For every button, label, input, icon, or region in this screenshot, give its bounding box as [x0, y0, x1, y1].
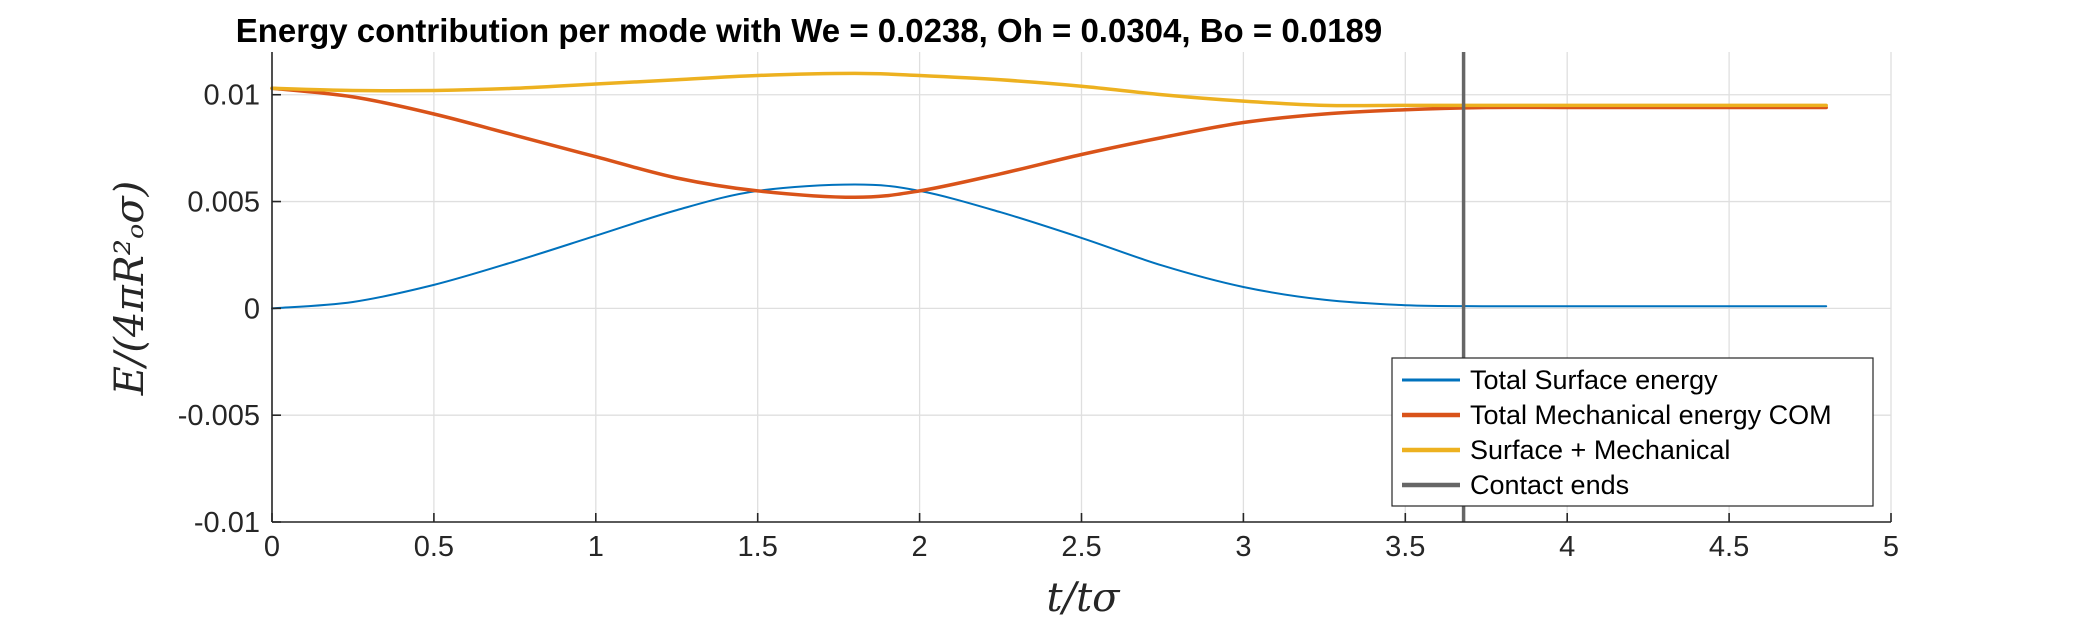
series-total-mechanical-energy-com [270, 86, 1828, 200]
y-tick-label: -0.005 [178, 400, 260, 432]
x-axis-ticks: 0 0.5 1 1.5 2 2.5 3 3.5 4 4.5 5 [264, 513, 1899, 563]
series-total-surface-energy [271, 183, 1828, 310]
legend-label: Surface + Mechanical [1470, 435, 1730, 465]
y-axis-ticks: -0.01 -0.005 0 0.005 0.01 [178, 80, 281, 539]
legend-box [1391, 357, 1874, 507]
x-tick-label: 3 [1235, 531, 1251, 563]
x-axis-label: t/tσ [1047, 575, 1122, 621]
x-tick-label: 2.5 [1061, 531, 1101, 563]
y-tick-label: 0 [244, 293, 260, 325]
y-tick-label: 0.01 [204, 80, 260, 112]
x-tick-label: 0.5 [414, 531, 454, 563]
x-tick-label: 3.5 [1385, 531, 1425, 563]
chart-title: Energy contribution per mode with We = 0… [236, 12, 1383, 49]
y-tick-label: 0.005 [187, 187, 260, 219]
series-layer [270, 52, 1828, 522]
x-tick-label: 0 [264, 531, 280, 563]
legend-label: Contact ends [1470, 470, 1629, 500]
x-tick-label: 2 [912, 531, 928, 563]
x-tick-label: 4 [1559, 531, 1575, 563]
x-tick-label: 4.5 [1709, 531, 1749, 563]
legend: Total Surface energy Total Mechanical ene… [1391, 357, 1874, 507]
y-tick-label: -0.01 [194, 507, 260, 539]
x-tick-label: 1 [588, 531, 604, 563]
legend-label: Total Mechanical energy COM [1470, 400, 1832, 430]
x-tick-label: 1.5 [738, 531, 778, 563]
x-tick-label: 5 [1883, 531, 1899, 563]
legend-label: Total Surface energy [1470, 365, 1718, 395]
series-surface-mechanical [270, 71, 1828, 108]
y-axis-label: E/(4πR²ₒσ) [107, 181, 153, 397]
